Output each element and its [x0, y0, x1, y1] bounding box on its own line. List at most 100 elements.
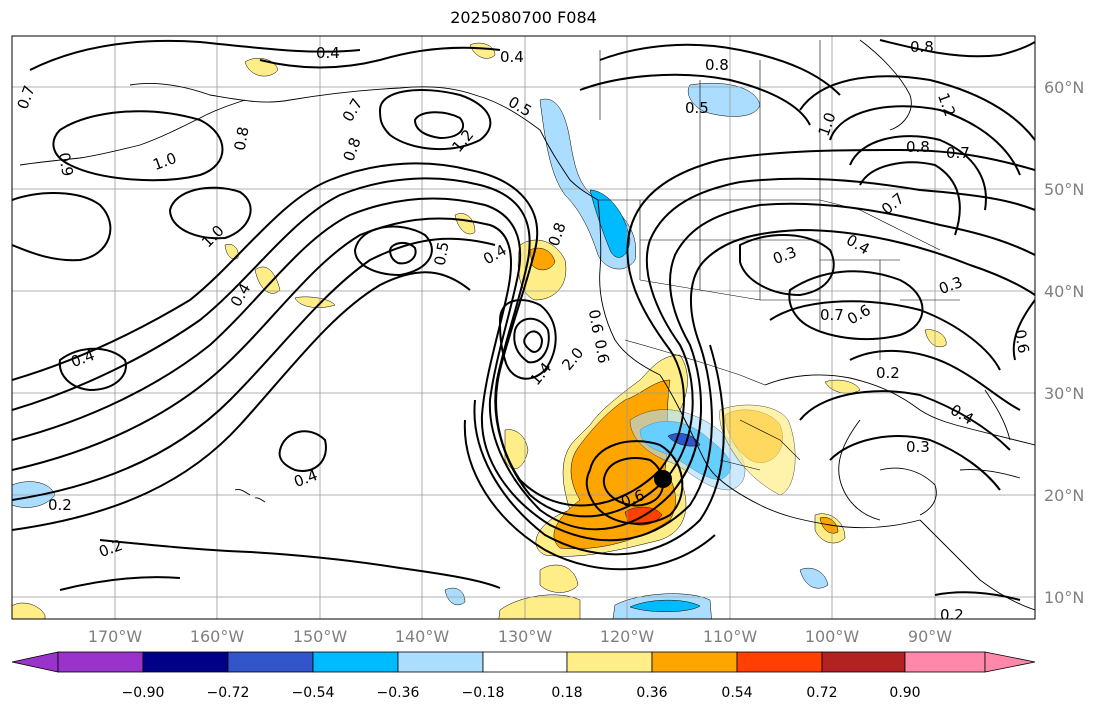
canada-contour-5 [599, 43, 841, 96]
contour-label: 0.6 [591, 338, 613, 365]
hawaii-contour [278, 430, 327, 472]
gulf-contour-2 [829, 435, 1001, 491]
lat-tick-label: 40°N [1044, 282, 1084, 301]
high-pacific-1-inner [388, 242, 417, 265]
conus-contour-1 [739, 233, 835, 297]
aleutian-chain [19, 99, 246, 166]
top-right-contour [879, 39, 1035, 58]
positive-anomaly-south [539, 564, 579, 593]
us-mexico-border [624, 339, 766, 386]
cyclone-center-marker [654, 470, 672, 488]
conus-contour-2 [788, 270, 924, 341]
mexico-states [719, 419, 801, 471]
high-pacific-4 [12, 192, 112, 262]
contour-label: 0.6 [585, 308, 607, 335]
jet-contour-6 [12, 271, 716, 571]
negative-anomaly-pnw-core [589, 189, 631, 258]
canada-trough-4 [859, 161, 961, 236]
colorbar [11, 651, 1036, 673]
jet-contour-4 [12, 217, 1035, 542]
chart-title: 2025080700 F084 [450, 8, 597, 27]
colorbar-tick-label: −0.72 [207, 685, 250, 701]
contour-label: 0.2 [876, 364, 900, 382]
alaska-coast [129, 82, 541, 131]
coastlines [19, 39, 1035, 611]
tropics-contour [99, 539, 501, 589]
lon-tick-label: 150°W [293, 627, 348, 646]
contour-label: 0.7 [946, 144, 970, 162]
contour-label: 0.9 [55, 151, 77, 178]
east-contour-2 [934, 591, 1021, 601]
contour-label: 0.4 [500, 48, 524, 66]
small-anomaly-13 [12, 602, 46, 619]
jet-contour-3 [12, 197, 1035, 531]
map-area [12, 36, 1035, 619]
central-america [919, 519, 1035, 611]
florida [984, 389, 1011, 441]
lon-tick-label: 90°W [908, 627, 952, 646]
colorbar-max-extension [984, 651, 1036, 673]
lon-tick-label: 160°W [190, 627, 245, 646]
colorbar-tick-label: 0.18 [551, 685, 582, 701]
gulf-contour [799, 390, 1011, 451]
circle-contour-mexico-2 [585, 440, 684, 525]
contour-lines [12, 39, 1035, 601]
contour-label: 0.5 [431, 240, 453, 267]
us-canada-border [598, 199, 941, 251]
colorbar-tick-label: −0.90 [122, 685, 165, 701]
small-anomaly-10 [799, 567, 829, 589]
colorbar-segment [821, 651, 906, 673]
lat-tick-label: 50°N [1044, 180, 1084, 199]
lat-tick-label: 60°N [1044, 78, 1084, 97]
colorbar-segment [57, 651, 144, 673]
pacific-contour-w [58, 347, 127, 392]
colorbar-tick-label: −0.18 [462, 685, 505, 701]
latitude-axis: 60°N 50°N 40°N 30°N 20°N 10°N [1044, 78, 1084, 607]
negative-anomaly-tropics-core [629, 599, 701, 613]
canada-provinces [599, 40, 821, 200]
colorbar-segment [904, 651, 986, 673]
high-pacific-1 [353, 225, 433, 277]
bc-coast [539, 129, 599, 201]
colorbar-segment [397, 651, 484, 673]
lon-tick-label: 170°W [88, 627, 143, 646]
small-anomaly-5 [504, 429, 529, 469]
conus-contour-3 [769, 300, 1001, 371]
high-pacific-3 [52, 110, 224, 182]
colorbar-tick-label: −0.54 [292, 685, 335, 701]
colorbar-ticks: −0.90 −0.72 −0.54 −0.36 −0.18 0.18 0.36 … [122, 685, 921, 701]
lat-tick-label: 20°N [1044, 486, 1084, 505]
contour-label: 0.2 [940, 606, 964, 624]
hudson-bay [859, 39, 912, 131]
contour-label: 0.8 [705, 56, 729, 74]
colorbar-segment [482, 651, 568, 673]
colorbar-min-extension [11, 651, 59, 673]
positive-anomaly-tropics [498, 594, 581, 619]
circle-contour-mexico [602, 457, 665, 507]
contour-label: 0.4 [316, 44, 340, 62]
yucatan [879, 467, 937, 516]
contour-label: 0.2 [48, 496, 72, 514]
tropics-contour-2 [59, 576, 181, 591]
canada-contour-6 [579, 73, 811, 126]
canada-trough-1 [799, 75, 1035, 141]
colorbar-segment [566, 651, 653, 673]
small-anomaly-6 [824, 379, 861, 394]
high-pacific-2 [168, 186, 252, 240]
longitude-axis: 170°W 160°W 150°W 140°W 130°W 120°W 110°… [88, 627, 952, 646]
us-west-coast [597, 199, 661, 376]
top-contour-2 [259, 46, 501, 69]
jet-contour-5 [12, 237, 725, 556]
small-anomaly-15 [924, 329, 947, 348]
jet-contour-2 [12, 177, 1035, 518]
caribbean-islands [959, 469, 1021, 479]
colorbar-tick-label: 0.36 [636, 685, 667, 701]
mexico-gulf-coast [838, 419, 881, 521]
lon-tick-label: 130°W [498, 627, 553, 646]
orange-anomaly-california [529, 247, 556, 271]
colorbar-segment [651, 651, 738, 673]
canada-trough-3 [849, 135, 987, 211]
gulf-coast [764, 374, 1035, 446]
contour-label: 0.5 [685, 99, 709, 117]
